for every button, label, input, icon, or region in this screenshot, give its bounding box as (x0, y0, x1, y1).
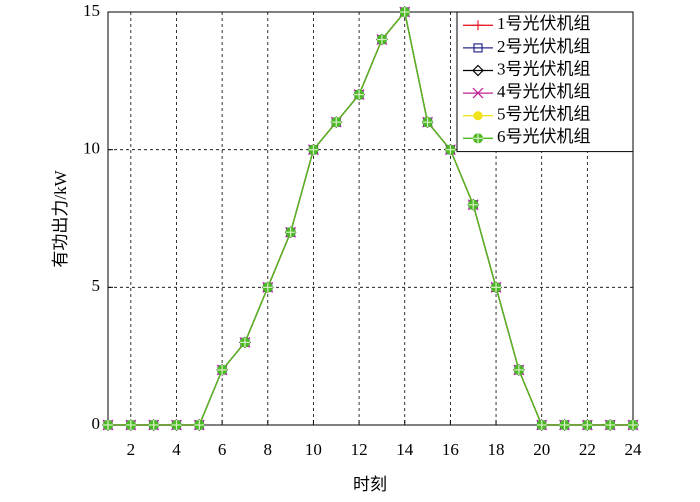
legend-box (456, 11, 634, 153)
marker (473, 20, 483, 31)
legend-label: 1号光伏机组 (497, 14, 591, 33)
legend-label: 3号光伏机组 (497, 59, 591, 78)
plot-frame (107, 11, 634, 426)
legend-label: 4号光伏机组 (497, 82, 591, 101)
marker (399, 6, 410, 18)
marker (582, 419, 593, 431)
marker (376, 34, 388, 45)
x-tick-label: 4 (172, 440, 181, 459)
marker-part (473, 111, 483, 121)
marker (125, 419, 136, 431)
marker (262, 282, 273, 293)
marker-part (473, 43, 483, 53)
y-axis-label: 有功出力/kW (51, 169, 70, 267)
y-tick-label: 5 (92, 276, 101, 295)
marker (605, 419, 616, 431)
x-tick-label: 10 (305, 440, 322, 459)
marker (627, 419, 639, 431)
x-tick-label: 6 (218, 440, 227, 459)
x-tick-label: 14 (396, 440, 414, 459)
marker (331, 117, 342, 128)
marker (513, 364, 524, 376)
x-tick-label: 20 (533, 440, 550, 459)
x-tick-label: 24 (625, 440, 643, 459)
marker (308, 144, 319, 155)
marker (473, 43, 483, 53)
marker-part (472, 64, 484, 77)
y-tick-label: 15 (83, 1, 100, 20)
marker (472, 64, 484, 77)
marker-part (472, 87, 484, 99)
x-tick-label: 8 (264, 440, 273, 459)
x-tick-label: 18 (488, 440, 505, 459)
x-tick-label: 12 (351, 440, 368, 459)
marker (148, 419, 159, 431)
marker (217, 364, 228, 376)
marker (472, 87, 484, 99)
marker (239, 337, 251, 348)
marker (353, 89, 365, 100)
legend-label: 6号光伏机组 (497, 127, 591, 146)
x-axis-label: 时刻 (353, 475, 387, 494)
marker (445, 144, 456, 155)
marker (490, 282, 502, 293)
x-tick-label: 22 (579, 440, 596, 459)
marker (171, 419, 182, 431)
y-tick-label: 10 (83, 139, 100, 158)
marker (473, 111, 483, 121)
marker (472, 133, 484, 144)
marker (559, 419, 570, 431)
legend-label: 2号光伏机组 (497, 37, 591, 56)
y-tick-label: 0 (92, 414, 101, 433)
marker (194, 419, 205, 431)
marker (102, 419, 114, 431)
marker (536, 419, 547, 431)
legend-label: 5号光伏机组 (497, 105, 591, 124)
marker (285, 227, 296, 238)
marker (468, 199, 479, 210)
marker (422, 117, 433, 128)
x-tick-label: 2 (127, 440, 136, 459)
x-tick-label: 16 (442, 440, 459, 459)
